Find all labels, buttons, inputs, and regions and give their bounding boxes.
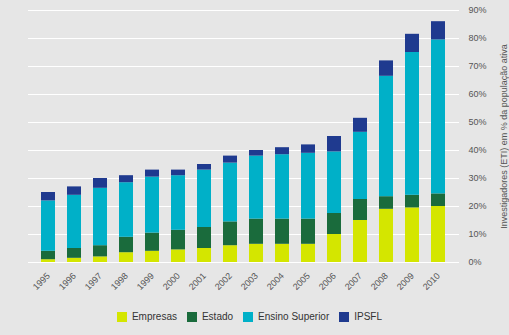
svg-text:1999: 1999: [135, 271, 156, 292]
svg-text:1997: 1997: [83, 271, 104, 292]
svg-text:80%: 80%: [469, 33, 487, 43]
html-text:Ensino Superior: Ensino Superior: [258, 311, 330, 322]
svg-text:2002: 2002: [213, 271, 234, 292]
svg-text:30%: 30%: [469, 173, 487, 183]
svg-text:50%: 50%: [469, 117, 487, 127]
svg-text:Investigadores (ETI) em % da p: Investigadores (ETI) em % da população a…: [499, 44, 509, 229]
html-text:IPSFL: IPSFL: [354, 311, 382, 322]
svg-text:1998: 1998: [109, 271, 130, 292]
html-text:Empresas: Empresas: [131, 311, 177, 322]
svg-text:2008: 2008: [369, 271, 390, 292]
svg-text:2003: 2003: [239, 271, 260, 292]
svg-text:20%: 20%: [469, 201, 487, 211]
svg-text:2009: 2009: [395, 271, 416, 292]
svg-text:70%: 70%: [469, 61, 487, 71]
svg-text:1996: 1996: [57, 271, 78, 292]
svg-text:2006: 2006: [317, 271, 338, 292]
svg-text:60%: 60%: [469, 89, 487, 99]
svg-text:2007: 2007: [343, 271, 364, 292]
svg-text:1995: 1995: [31, 271, 52, 292]
svg-text:10%: 10%: [469, 229, 487, 239]
svg-text:2001: 2001: [187, 271, 208, 292]
svg-text:90%: 90%: [469, 5, 487, 15]
svg-text:2004: 2004: [265, 271, 286, 292]
svg-text:2000: 2000: [161, 271, 182, 292]
html-text:Estado: Estado: [202, 311, 234, 322]
svg-text:40%: 40%: [469, 145, 487, 155]
svg-text:0%: 0%: [469, 257, 482, 267]
svg-text:2005: 2005: [291, 271, 312, 292]
svg-text:2010: 2010: [421, 271, 442, 292]
